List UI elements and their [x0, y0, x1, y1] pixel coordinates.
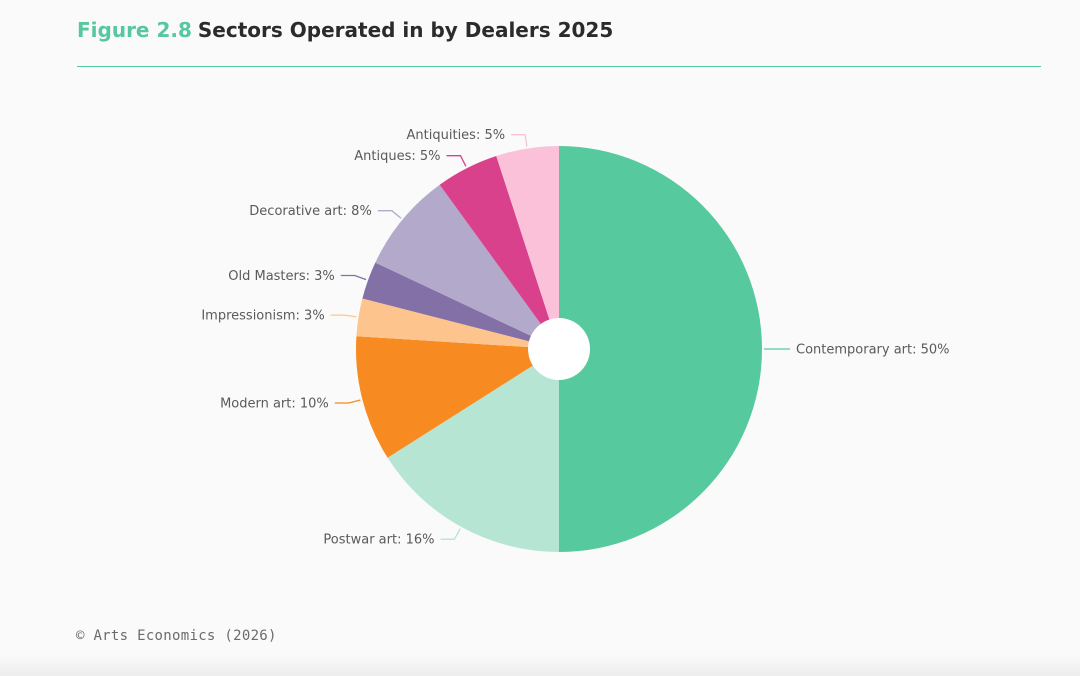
- source-credit: © Arts Economics (2026): [76, 628, 277, 644]
- pie-slice-antiques[interactable]: [439, 155, 559, 349]
- pie-slice-impressionism[interactable]: [356, 298, 559, 349]
- figure-number: Figure 2.8: [77, 18, 192, 42]
- leader-line-impressionism: [330, 314, 357, 318]
- label-contemporary-art: Contemporary art: 50%: [796, 343, 950, 358]
- pie-slices: [355, 146, 762, 552]
- pie-center-hole: [528, 318, 590, 380]
- figure-title-text: Sectors Operated in by Dealers 2025: [197, 18, 614, 42]
- leader-line-decorative-art: [377, 210, 402, 219]
- figure-header: Figure 2.8 Sectors Operated in by Dealers…: [77, 18, 1041, 42]
- pie-slice-contemporary-art[interactable]: [559, 146, 762, 552]
- figure-title: Figure 2.8 Sectors Operated in by Dealers…: [77, 18, 1041, 42]
- label-postwar-art: Postwar art: 16%: [323, 533, 434, 548]
- pie-slice-antiquities[interactable]: [496, 146, 559, 349]
- pie-slice-decorative-art[interactable]: [375, 184, 559, 349]
- leader-line-antiquities: [511, 134, 528, 147]
- label-decorative-art: Decorative art: 8%: [249, 204, 372, 219]
- leader-line-old-masters: [340, 274, 367, 281]
- leader-line-modern-art: [334, 399, 361, 404]
- pie-slice-modern-art[interactable]: [355, 336, 559, 458]
- label-antiquities: Antiquities: 5%: [407, 128, 506, 143]
- leader-line-antiques: [446, 155, 467, 167]
- pie-labels: Contemporary art: 50% Postwar art: 16% Mod…: [201, 128, 949, 548]
- title-divider: [77, 66, 1041, 67]
- pie-slice-old-masters[interactable]: [362, 262, 559, 349]
- label-old-masters: Old Masters: 3%: [228, 269, 335, 284]
- label-modern-art: Modern art: 10%: [220, 397, 329, 412]
- label-impressionism: Impressionism: 3%: [201, 309, 324, 324]
- label-antiques: Antiques: 5%: [354, 149, 440, 164]
- leader-line-postwar-art: [440, 528, 461, 540]
- pie-slice-postwar-art[interactable]: [387, 349, 559, 552]
- bottom-edge: [0, 656, 1080, 676]
